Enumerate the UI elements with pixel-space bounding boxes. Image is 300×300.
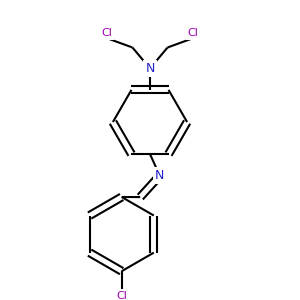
Text: Cl: Cl	[101, 28, 112, 38]
Text: Cl: Cl	[188, 28, 199, 38]
Text: N: N	[155, 169, 164, 182]
Text: Cl: Cl	[116, 291, 127, 300]
Text: N: N	[155, 169, 164, 182]
Text: N: N	[145, 62, 155, 75]
